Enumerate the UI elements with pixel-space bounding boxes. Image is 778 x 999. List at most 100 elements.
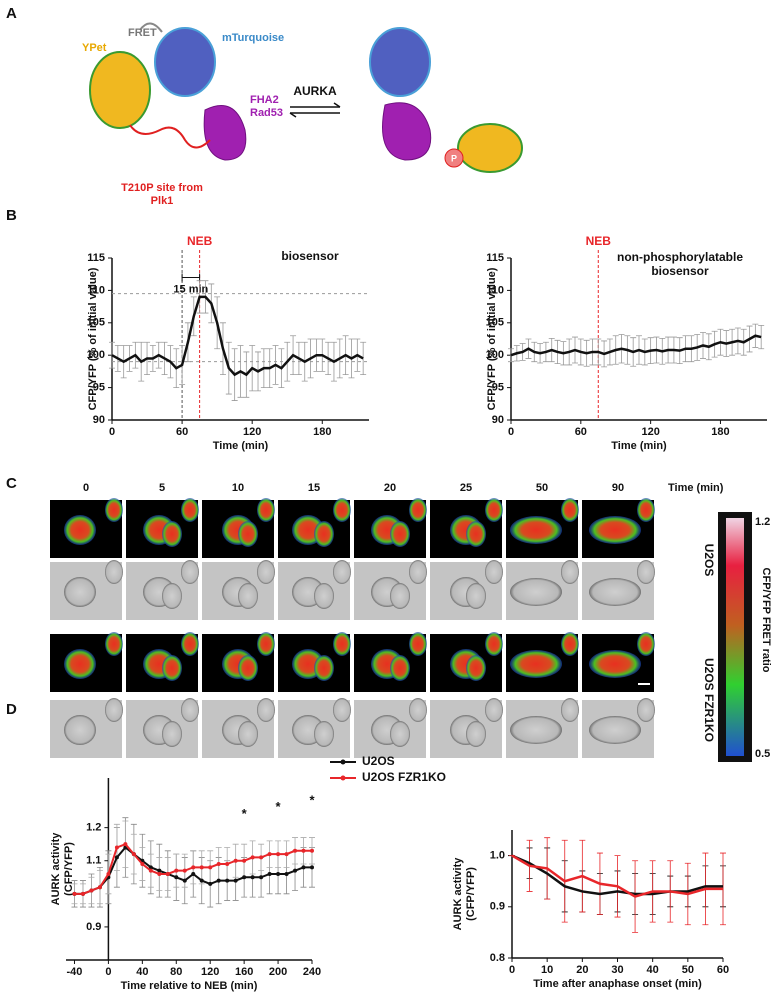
cell bbox=[390, 583, 410, 609]
cell bbox=[314, 721, 334, 747]
data-point bbox=[250, 875, 255, 880]
phospho-site bbox=[444, 148, 464, 168]
cell bbox=[238, 655, 258, 681]
ypet-structure bbox=[457, 123, 523, 173]
data-point bbox=[174, 868, 179, 873]
cell bbox=[561, 560, 579, 584]
cell bbox=[510, 516, 562, 544]
x-tick-label: 200 bbox=[269, 966, 287, 978]
cell bbox=[485, 560, 503, 584]
legend-label: U2OS bbox=[362, 754, 395, 768]
data-point bbox=[310, 865, 314, 870]
x-tick-label: 20 bbox=[576, 964, 588, 976]
data-point bbox=[310, 848, 314, 853]
y-tick-label: 0.8 bbox=[490, 952, 505, 964]
data-point bbox=[284, 871, 289, 876]
x-tick-label: 120 bbox=[641, 426, 659, 438]
cell bbox=[181, 560, 199, 584]
label: FRET bbox=[128, 27, 157, 39]
y-tick-label: 95 bbox=[93, 382, 105, 394]
x-tick-label: 180 bbox=[313, 426, 331, 438]
data-point bbox=[225, 862, 230, 867]
data-point bbox=[191, 865, 196, 870]
cell bbox=[162, 583, 182, 609]
chart-title: biosensor bbox=[281, 249, 339, 263]
fret-arrow bbox=[139, 22, 163, 33]
y-axis-label: AURK activity bbox=[452, 857, 464, 931]
cell bbox=[589, 578, 641, 606]
cell bbox=[637, 498, 655, 522]
cell bbox=[510, 578, 562, 606]
cell bbox=[333, 698, 351, 722]
cell bbox=[589, 716, 641, 744]
x-tick-label: 60 bbox=[575, 426, 587, 438]
y-tick-label: 115 bbox=[486, 252, 504, 264]
y-axis-label: AURK activity bbox=[50, 832, 62, 906]
cell bbox=[333, 560, 351, 584]
x-tick-label: 30 bbox=[611, 964, 623, 976]
x-tick-label: 0 bbox=[508, 426, 514, 438]
x-tick-label: 80 bbox=[170, 966, 182, 978]
y-tick-label: 1.1 bbox=[86, 855, 101, 867]
cell bbox=[561, 632, 579, 656]
data-point bbox=[148, 868, 153, 873]
y-tick-label: 100 bbox=[87, 349, 105, 361]
time-label: 15 bbox=[308, 482, 320, 494]
row-label: U2OS bbox=[702, 544, 716, 577]
chart-title: biosensor bbox=[651, 264, 709, 278]
time-label: 5 bbox=[159, 482, 165, 494]
x-tick-label: 240 bbox=[303, 966, 321, 978]
cell bbox=[390, 721, 410, 747]
ypet-structure bbox=[89, 51, 151, 129]
data-point bbox=[123, 842, 128, 847]
y-tick-label: 1.0 bbox=[490, 850, 505, 862]
x-tick-label: 120 bbox=[201, 966, 219, 978]
label: T210P site from bbox=[121, 182, 203, 194]
data-point bbox=[114, 855, 119, 860]
y-tick-label: 100 bbox=[486, 349, 504, 361]
panel-label: B bbox=[6, 207, 17, 224]
data-point bbox=[250, 855, 255, 860]
data-point bbox=[208, 881, 213, 886]
cell bbox=[162, 721, 182, 747]
bracket bbox=[181, 273, 201, 282]
label: Plk1 bbox=[151, 195, 174, 207]
cell bbox=[238, 583, 258, 609]
x-tick-label: 160 bbox=[235, 966, 253, 978]
colorbar-min: 0.5 bbox=[755, 748, 770, 760]
fha2-structure bbox=[203, 105, 247, 161]
cell bbox=[314, 655, 334, 681]
data-point bbox=[114, 845, 119, 850]
y-tick-label: 105 bbox=[87, 317, 105, 329]
data-point bbox=[106, 871, 111, 876]
cell bbox=[238, 521, 258, 547]
linker bbox=[129, 124, 211, 149]
data-point bbox=[140, 862, 145, 867]
x-axis-label: Time (min) bbox=[213, 440, 269, 452]
cell bbox=[257, 560, 275, 584]
cell bbox=[238, 721, 258, 747]
data-point bbox=[208, 865, 213, 870]
x-axis-label: Time after anaphase onset (min) bbox=[533, 978, 702, 990]
data-point bbox=[242, 875, 247, 880]
time-label: 20 bbox=[384, 482, 396, 494]
label: AURKA bbox=[293, 84, 337, 98]
panel-label: D bbox=[6, 701, 17, 718]
label: P bbox=[451, 153, 457, 163]
x-axis-label: Time relative to NEB (min) bbox=[121, 980, 258, 992]
y-tick-label: 0.9 bbox=[490, 901, 505, 913]
y-axis-label: CFP/YFP (% of initial value) bbox=[87, 267, 99, 410]
time-label: 25 bbox=[460, 482, 472, 494]
data-point bbox=[157, 871, 162, 876]
cell bbox=[409, 498, 427, 522]
data-point bbox=[174, 875, 179, 880]
time-label: 50 bbox=[536, 482, 548, 494]
x-tick-label: 60 bbox=[176, 426, 188, 438]
data-point bbox=[199, 878, 204, 883]
data-point bbox=[259, 875, 264, 880]
cell bbox=[485, 632, 503, 656]
annotation: * bbox=[242, 806, 248, 821]
cell bbox=[390, 521, 410, 547]
label: mTurquoise bbox=[222, 32, 284, 44]
data-point bbox=[233, 858, 238, 863]
